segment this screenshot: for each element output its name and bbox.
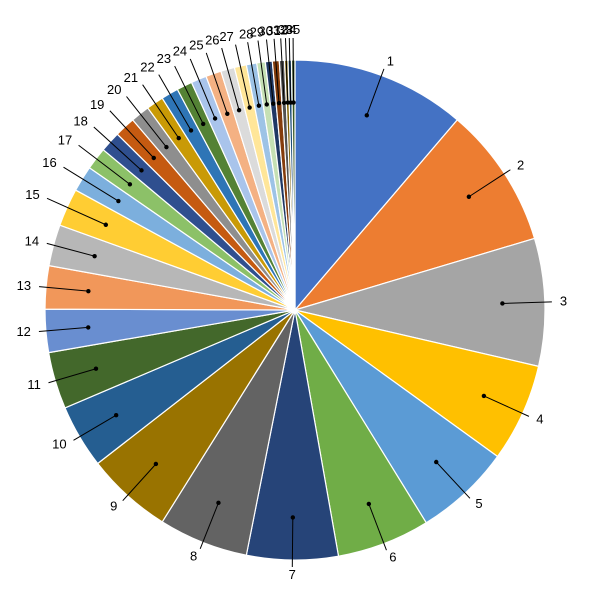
leader-line-27 [235,44,251,108]
leader-dot-1 [364,113,369,118]
data-label-17: 17 [58,132,72,147]
leader-line-15 [46,197,107,226]
leader-line-19 [109,110,155,159]
data-label-19: 19 [90,97,104,112]
leader-line-9 [122,463,157,502]
leader-line-5 [435,461,471,499]
data-label-22: 22 [140,60,154,75]
data-label-1: 1 [387,53,394,68]
leader-dot-26 [236,107,242,113]
leader-dot-6 [366,501,372,507]
leader-line-13 [39,286,89,292]
leader-line-17 [78,144,131,185]
data-label-34: 34 [282,22,296,37]
data-label-28: 28 [239,26,253,41]
leader-line-29 [257,40,268,105]
leader-line-6 [368,503,387,551]
data-label-33: 33 [278,22,292,37]
leader-dot-16 [116,198,121,204]
leader-line-4 [483,395,530,417]
data-label-31: 31 [266,23,280,38]
data-label-14: 14 [25,233,39,248]
leader-line-23 [174,65,204,125]
data-label-20: 20 [107,82,121,97]
data-label-11: 11 [27,377,41,392]
data-label-7: 7 [289,567,296,582]
leader-line-22 [158,74,192,131]
data-label-35: 35 [286,22,300,37]
data-label-21: 21 [124,70,138,85]
data-label-10: 10 [52,436,66,451]
leader-dot-32 [281,100,287,105]
leader-line-11 [48,368,97,384]
leader-line-10 [73,414,117,441]
data-label-2: 2 [517,157,524,172]
leader-line-32 [280,38,285,103]
leader-line-20 [126,96,167,148]
leader-dot-27 [247,105,252,110]
data-label-15: 15 [25,187,39,202]
leader-line-33 [284,38,289,103]
leader-dot-12 [86,325,91,330]
leader-line-28 [247,42,260,106]
leader-dot-10 [113,413,119,418]
data-label-5: 5 [475,496,482,511]
leader-line-2 [468,169,511,198]
leader-line-16 [63,166,119,202]
leader-line-25 [205,52,228,115]
leader-line-8 [199,502,219,550]
leader-line-18 [93,126,142,171]
leader-dot-25 [225,111,230,117]
leader-dot-14 [92,253,97,259]
leader-line-34 [288,38,292,103]
data-label-16: 16 [42,155,56,170]
data-label-23: 23 [157,51,171,66]
data-label-18: 18 [73,114,87,129]
leader-dot-11 [93,366,99,371]
data-label-12: 12 [16,324,30,339]
data-label-30: 30 [258,24,272,39]
leader-dot-3 [500,301,505,306]
leader-line-30 [266,39,274,104]
leader-line-1 [366,68,385,116]
data-label-13: 13 [17,278,31,293]
data-label-6: 6 [389,550,396,565]
pie-slices [44,59,546,561]
leader-line-12 [38,326,89,333]
leader-dot-29 [264,102,269,107]
data-label-9: 9 [110,499,117,514]
data-label-3: 3 [560,294,567,309]
data-label-8: 8 [190,548,197,563]
leader-line-24 [189,58,216,119]
data-label-24: 24 [173,44,187,59]
leader-dot-4 [481,393,487,399]
leader-line-7 [291,517,294,567]
leader-line-3 [502,301,552,304]
data-label-32: 32 [273,22,287,37]
leader-line-21 [142,84,180,139]
leader-dot-35 [291,100,296,105]
data-label-26: 26 [205,32,219,47]
leader-line-31 [273,38,280,104]
data-label-29: 29 [250,25,264,40]
leader-line-26 [221,47,240,111]
data-label-4: 4 [536,412,543,427]
data-label-25: 25 [189,37,203,52]
leader-line-14 [46,242,95,257]
data-label-27: 27 [219,29,233,44]
leader-dot-15 [103,222,109,227]
